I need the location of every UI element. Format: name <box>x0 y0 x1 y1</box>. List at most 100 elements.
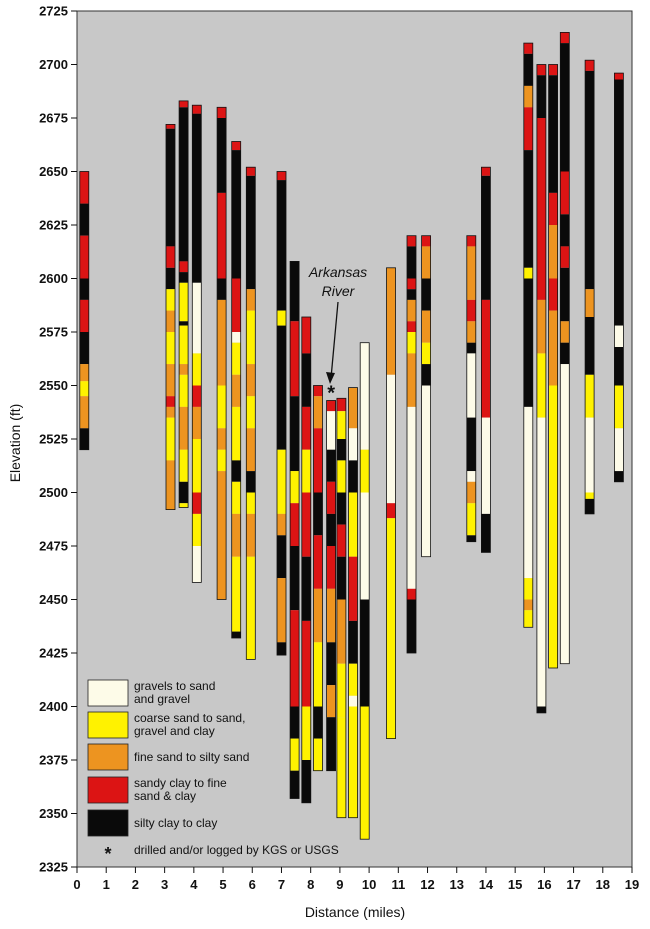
legend-label-coarse: coarse sand to sand, <box>134 711 245 725</box>
well-segment-coarse <box>179 374 189 407</box>
well-segment-fine <box>277 578 286 643</box>
well-segment-sandyclay <box>536 64 546 76</box>
well-segment-fine <box>217 428 227 450</box>
well-segment-silty <box>246 471 256 493</box>
well-column <box>614 72 624 483</box>
well-segment-silty <box>277 325 286 450</box>
well-segment-silty <box>179 481 189 504</box>
well-segment-fine <box>313 396 323 429</box>
x-tick-label: 13 <box>450 877 464 892</box>
well-segment-coarse <box>290 738 300 771</box>
well-segment-sandyclay <box>290 610 300 707</box>
well-segment-silty <box>217 278 227 300</box>
annotation-line-1: Arkansas <box>308 264 367 280</box>
well-column <box>548 64 558 669</box>
x-tick-label: 15 <box>508 877 522 892</box>
well-segment-fine <box>217 471 227 600</box>
well-segment-coarse <box>336 717 346 818</box>
well-segment-silty <box>79 203 89 236</box>
well-segment-fine <box>585 289 595 317</box>
well-segment-fine <box>179 406 189 450</box>
well-segment-silty <box>585 70 595 290</box>
well-segment-coarse <box>217 449 227 472</box>
well-column <box>276 171 287 656</box>
y-tick-label: 2425 <box>39 646 68 661</box>
x-tick-label: 14 <box>479 877 494 892</box>
well-segment-sandyclay <box>614 73 624 80</box>
well-segment-sandyclay <box>523 43 533 54</box>
well-segment-sandyclay <box>79 235 89 279</box>
well-segment-silty <box>585 498 595 514</box>
well-segment-silty <box>407 246 416 279</box>
well-segment-sandyclay <box>407 278 416 290</box>
well-segment-fine <box>560 321 570 343</box>
x-tick-label: 7 <box>278 877 285 892</box>
well-segment-sandyclay <box>466 299 476 322</box>
well-segment-coarse <box>348 706 358 818</box>
annotation-arrow <box>330 301 339 379</box>
well-outline <box>386 267 396 739</box>
well-segment-silty <box>277 180 286 311</box>
well-segment-coarse <box>360 706 370 840</box>
well-segment-silty <box>407 289 416 300</box>
x-tick-label: 18 <box>596 877 610 892</box>
well-column <box>231 141 242 639</box>
well-segment-fine <box>466 246 476 300</box>
well-segment-fine <box>336 599 346 664</box>
x-tick-label: 6 <box>249 877 256 892</box>
well-segment-sandyclay <box>336 524 346 557</box>
well-outline <box>231 141 242 639</box>
y-tick-label: 2350 <box>39 806 68 821</box>
well-segment-sandyclay <box>421 235 431 247</box>
well-segment-silty <box>560 214 570 247</box>
well-segment-silty <box>466 342 476 354</box>
well-segment-sandyclay <box>192 105 202 114</box>
well-segment-silty <box>277 642 286 656</box>
x-tick-label: 19 <box>625 877 639 892</box>
well-column <box>559 32 570 665</box>
well-segment-sandyclay <box>301 492 311 557</box>
well-segment-fine <box>192 406 202 439</box>
well-segment-sandyclay <box>290 321 300 397</box>
well-segment-gravel <box>348 695 358 707</box>
axis-layer: 2325235023752400242524502475250025252550… <box>39 4 639 893</box>
well-segment-coarse <box>246 556 256 660</box>
well-segment-sandyclay <box>192 492 202 514</box>
legend-swatch-gravel <box>87 679 129 707</box>
well-segment-silty <box>421 278 431 311</box>
well-segment-fine <box>407 299 416 322</box>
well-outline <box>301 316 312 804</box>
well-segment-sandyclay <box>79 171 89 204</box>
well-segment-coarse <box>166 332 175 365</box>
well-segment-silty <box>290 546 300 611</box>
well-segment-coarse <box>166 417 175 461</box>
well-segment-coarse <box>277 449 286 514</box>
well-segment-fine <box>326 685 336 718</box>
well-segment-fine <box>246 513 256 557</box>
well-segment-coarse <box>466 503 476 536</box>
well-column <box>313 385 323 772</box>
well-segment-coarse <box>246 492 256 514</box>
well-column <box>216 106 227 600</box>
well-column <box>386 267 396 739</box>
well-segment-coarse <box>614 385 624 429</box>
well-column <box>326 400 337 772</box>
well-segment-sandyclay <box>217 192 227 279</box>
y-tick-label: 2625 <box>39 218 68 233</box>
well-segment-sandyclay <box>277 171 286 181</box>
well-segment-silty <box>313 492 323 536</box>
well-column <box>178 100 189 508</box>
well-column <box>406 235 417 654</box>
well-outline <box>165 124 176 511</box>
well-segment-gravel <box>560 364 570 664</box>
legend-label-sandyclay: sandy clay to fine <box>134 776 227 790</box>
well-segment-silty <box>166 128 175 247</box>
well-segment-sandyclay <box>548 278 558 311</box>
well-segment-coarse <box>192 439 202 493</box>
arkansas-river-annotation: Arkansas River <box>308 264 367 384</box>
well-outline <box>178 100 189 508</box>
well-segment-silty <box>614 471 624 482</box>
well-segment-coarse <box>301 449 311 493</box>
x-axis-title: Distance (miles) <box>305 904 405 920</box>
well-segment-fine <box>179 364 189 375</box>
